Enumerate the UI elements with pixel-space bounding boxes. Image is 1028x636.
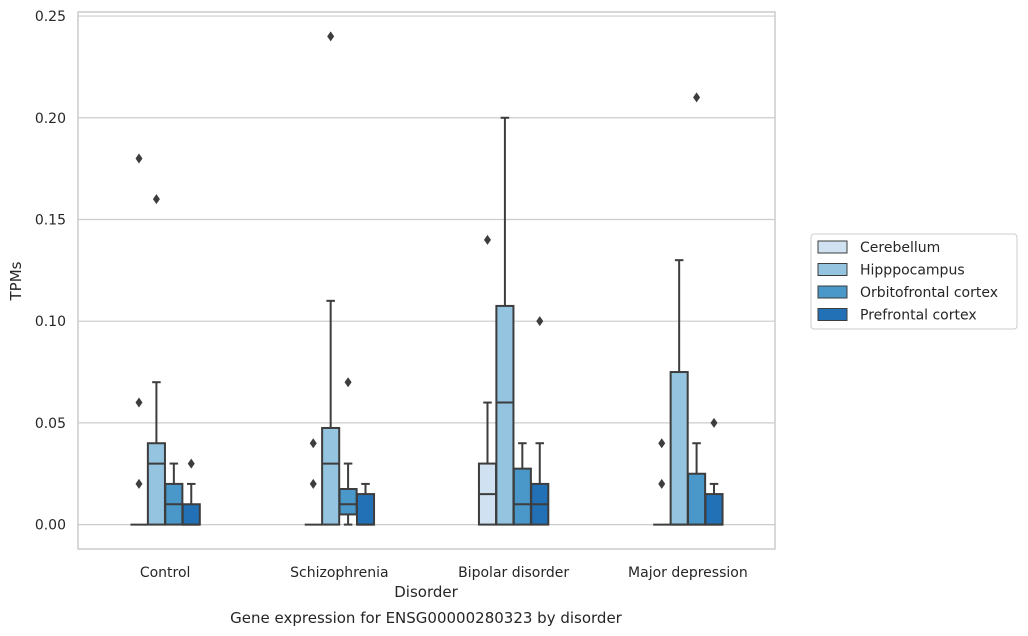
box-body xyxy=(338,487,358,516)
box-body xyxy=(321,426,341,526)
y-axis-title: TPMs xyxy=(7,261,25,301)
box-body xyxy=(704,493,724,526)
legend: Cerebellum Hipppocampus Orbitofrontal cort… xyxy=(810,233,1018,330)
outlier-point xyxy=(152,194,160,205)
outlier-point xyxy=(135,153,143,164)
outlier-point xyxy=(309,438,317,449)
legend-label: Cerebellum xyxy=(860,240,940,256)
x-tick-label: Bipolar disorder xyxy=(458,565,569,581)
box-orbitofrontal-cortex xyxy=(687,92,707,526)
box-orbitofrontal-cortex xyxy=(338,377,358,526)
box-body xyxy=(512,467,532,526)
x-tick-label: Control xyxy=(140,565,191,581)
outlier-point xyxy=(536,316,544,327)
box-hipppocampus xyxy=(669,259,689,526)
box-body xyxy=(181,503,201,526)
outlier-point xyxy=(693,92,701,103)
box-body xyxy=(669,371,689,526)
x-tick-label: Schizophrenia xyxy=(290,565,388,581)
box-cerebellum xyxy=(304,438,322,526)
outlier-point xyxy=(327,31,335,42)
outlier-point xyxy=(187,458,195,469)
outlier-point xyxy=(658,438,666,449)
box-body xyxy=(146,442,166,526)
legend-label: Prefrontal cortex xyxy=(860,308,977,324)
outlier-point xyxy=(135,478,143,489)
box-hipppocampus xyxy=(321,31,341,526)
figure-caption: Gene expression for ENSG00000280323 by d… xyxy=(230,609,623,627)
y-tick-label: 0.05 xyxy=(35,416,66,432)
box-cerebellum xyxy=(130,153,148,526)
y-tick-label: 0.20 xyxy=(35,111,66,127)
x-tick-labels: Control Schizophrenia Bipolar disorder Majo… xyxy=(140,565,748,581)
box-cerebellum xyxy=(477,234,498,526)
legend-swatch xyxy=(817,240,848,254)
outlier-point xyxy=(710,417,718,428)
box-body xyxy=(355,493,376,526)
y-tick-label: 0.00 xyxy=(35,518,66,534)
y-tick-label: 0.25 xyxy=(35,9,66,25)
outlier-point xyxy=(135,397,143,408)
legend-label: Orbitofrontal cortex xyxy=(860,285,998,301)
outlier-point xyxy=(309,478,317,489)
y-tick-labels: 0.00 0.05 0.10 0.15 0.20 0.25 xyxy=(35,9,66,534)
x-tick-label: Major depression xyxy=(628,565,748,581)
y-tick-label: 0.15 xyxy=(35,212,66,228)
box-prefrontal-cortex xyxy=(704,417,724,526)
legend-swatch xyxy=(817,308,848,321)
legend-swatch xyxy=(817,263,848,276)
outlier-point xyxy=(344,377,352,388)
box-body xyxy=(495,304,515,526)
box-hipppocampus xyxy=(495,116,515,526)
y-tick-label: 0.10 xyxy=(35,314,66,330)
legend-label: Hipppocampus xyxy=(860,263,965,279)
box-prefrontal-cortex xyxy=(355,482,376,526)
legend-swatch xyxy=(817,285,848,299)
legend-frame xyxy=(810,233,1018,330)
outlier-point xyxy=(483,234,491,245)
box-hipppocampus xyxy=(146,194,166,526)
outlier-point xyxy=(658,478,666,489)
box-cerebellum xyxy=(653,438,671,526)
box-body xyxy=(687,472,707,526)
box-prefrontal-cortex xyxy=(181,458,201,526)
boxes xyxy=(130,31,724,526)
box-prefrontal-cortex xyxy=(530,316,550,526)
box-orbitofrontal-cortex xyxy=(512,442,532,526)
box-orbitofrontal-cortex xyxy=(164,462,184,526)
plot-area-frame xyxy=(77,11,776,550)
x-axis-title: Disorder xyxy=(394,583,458,601)
